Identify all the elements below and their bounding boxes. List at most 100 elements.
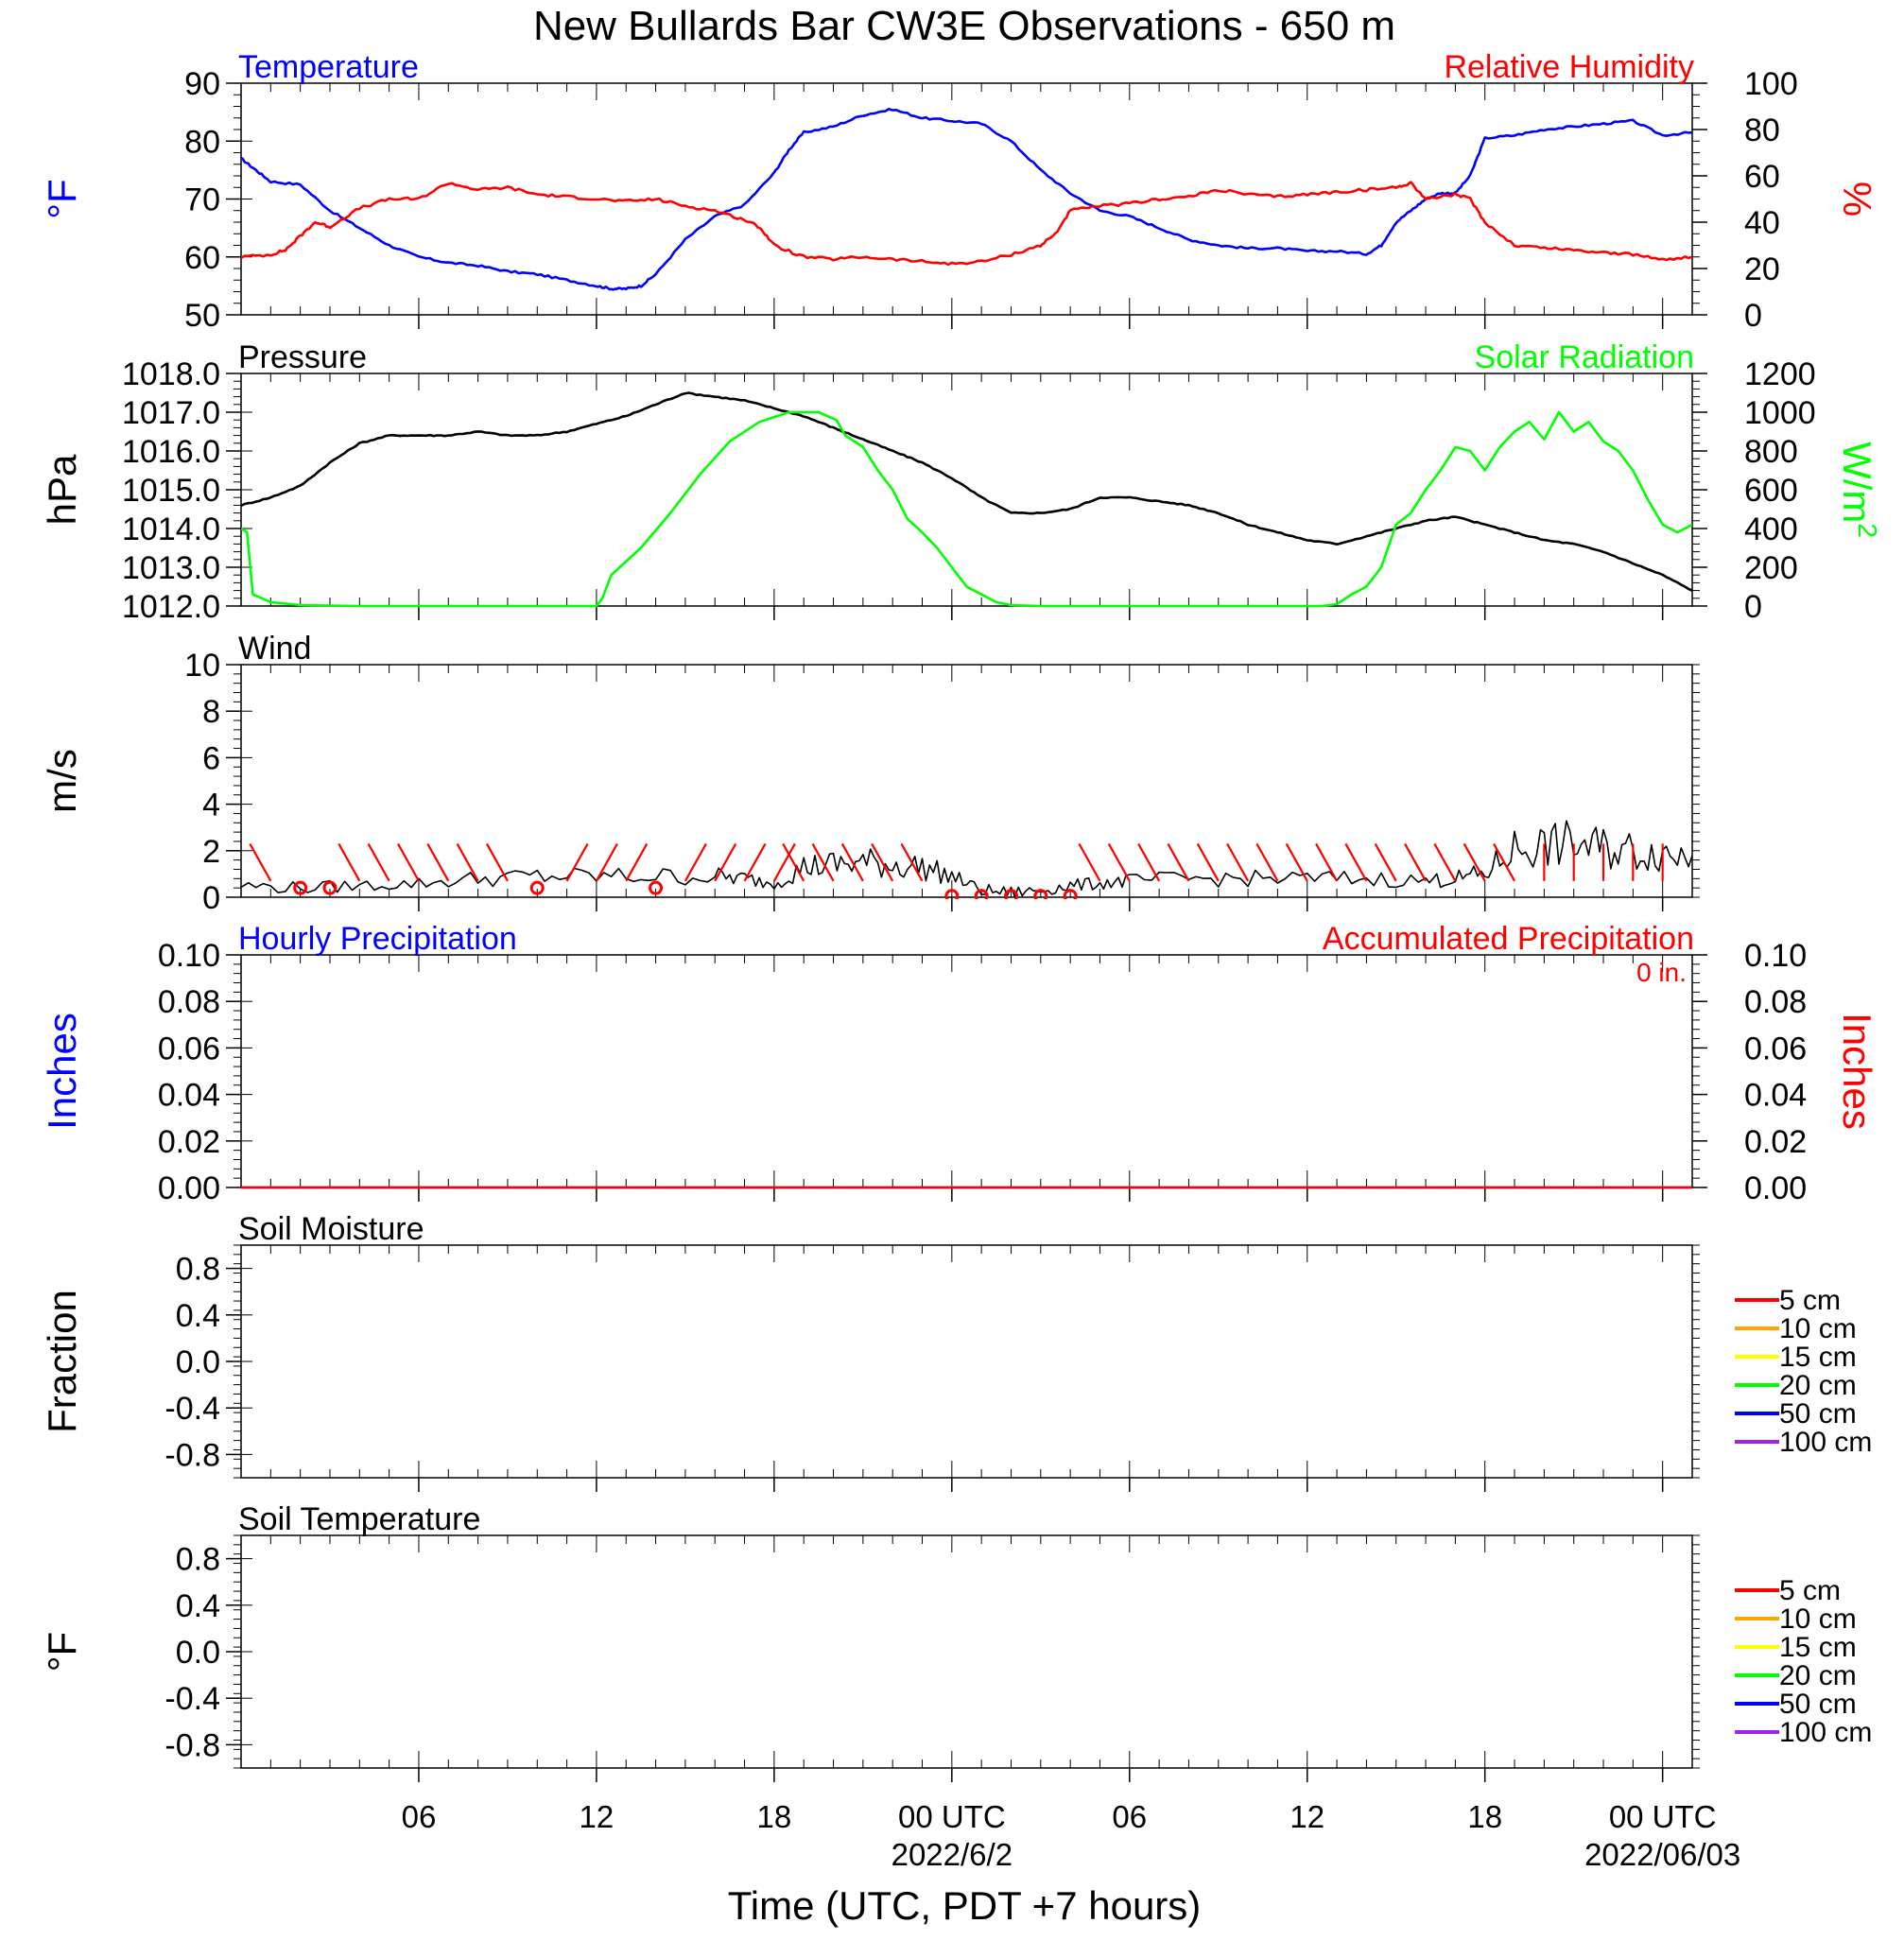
y-axis-label-left: °F xyxy=(40,179,84,218)
wind-barb xyxy=(1404,842,1428,882)
plot-frame xyxy=(240,1244,1693,1479)
wind-calm-marker xyxy=(974,889,989,899)
series-group xyxy=(241,820,1692,899)
series-line-wind xyxy=(241,820,1692,898)
x-tick-label: 18 xyxy=(757,1799,792,1834)
y-tick-label-right: 0 xyxy=(1744,589,1762,625)
y-axis-label-right-text: % xyxy=(1835,182,1879,217)
plot-frame xyxy=(240,1534,1693,1769)
y-tick-label-right: 1000 xyxy=(1744,395,1816,431)
y-tick-label: 1018.0 xyxy=(122,356,220,392)
panel-title-left: Wind xyxy=(238,631,311,667)
wind-barb xyxy=(1463,842,1486,882)
wind-barb xyxy=(396,842,420,882)
legend-label: 20 cm xyxy=(1779,1370,1857,1401)
y-axis-label-left: Inches xyxy=(40,1013,84,1130)
x-axis-label: Time (UTC, PDT +7 hours) xyxy=(728,1883,1202,1928)
y-tick-label-right: 0.04 xyxy=(1744,1078,1807,1114)
legend-label: 50 cm xyxy=(1779,1689,1857,1720)
y-tick-label: 0 xyxy=(202,880,220,916)
y-tick-label: 8 xyxy=(202,694,220,730)
y-tick-label: 50 xyxy=(184,298,220,334)
wind-barb xyxy=(871,842,894,882)
y-tick-label-right: 400 xyxy=(1744,511,1798,547)
x-tick-label: 18 xyxy=(1467,1799,1502,1834)
y-tick-label: 1014.0 xyxy=(122,511,220,547)
legend-label: 100 cm xyxy=(1779,1427,1872,1458)
wind-barb xyxy=(1493,842,1516,882)
legend-label: 100 cm xyxy=(1779,1717,1872,1748)
panel-title-left: Soil Moisture xyxy=(238,1211,424,1247)
wind-calm-marker xyxy=(529,880,545,895)
panel-title-left: Pressure xyxy=(238,339,367,375)
y-tick-label: 1012.0 xyxy=(122,589,220,625)
y-tick-label: 0.02 xyxy=(158,1124,220,1160)
y-axis-label-superscript: 2 xyxy=(1853,523,1882,538)
panel-wind: 0 2 4 6 8 10 Wind m/s xyxy=(40,631,1700,916)
y-tick-label-right: 800 xyxy=(1744,434,1798,470)
precip-annotation: 0 in. xyxy=(1636,958,1687,987)
y-tick-label: -0.4 xyxy=(164,1391,220,1427)
panel-precipitation: 0.00 0.02 0.04 0.06 0.08 0.10 0.00 0.02 0.04 0.06… xyxy=(40,921,1879,1206)
y-axis-label-left: Fraction xyxy=(40,1290,84,1433)
x-date-label: 2022/6/2 xyxy=(891,1837,1013,1872)
wind-barb xyxy=(595,842,618,882)
y-tick-label-right: 60 xyxy=(1744,159,1780,195)
legend-label: 15 cm xyxy=(1779,1342,1857,1373)
series-line-relative-humidity xyxy=(241,181,1692,267)
wind-barb xyxy=(426,842,450,882)
x-tick-label: 06 xyxy=(1112,1799,1147,1834)
series-line-temperature xyxy=(241,108,1692,291)
wind-barb xyxy=(1315,842,1339,882)
wind-barb xyxy=(1078,842,1101,882)
wind-barb xyxy=(714,842,737,882)
panel-title-right: Solar Radiation xyxy=(1475,339,1694,375)
wind-barb xyxy=(456,842,479,882)
wind-calm-marker xyxy=(293,880,308,895)
legend-label: 15 cm xyxy=(1779,1632,1857,1663)
y-tick-label: 1015.0 xyxy=(122,473,220,509)
wind-barb xyxy=(1226,842,1250,882)
y-tick-label-right: 0.02 xyxy=(1744,1124,1807,1160)
y-axis-label-right-text: Inches xyxy=(1835,1013,1879,1130)
panel-title-left: Hourly Precipitation xyxy=(238,921,517,957)
wind-barb xyxy=(684,842,707,882)
y-axis-label-right: % xyxy=(1835,182,1879,217)
y-tick-label: 1017.0 xyxy=(122,395,220,431)
y-tick-label: 0.00 xyxy=(158,1170,220,1206)
wind-barb xyxy=(782,842,805,882)
legend-label: 50 cm xyxy=(1779,1398,1857,1430)
wind-barb xyxy=(772,842,796,882)
y-tick-label: 0.06 xyxy=(158,1031,220,1066)
wind-barb xyxy=(1433,842,1457,882)
x-tick-label: 00 UTC xyxy=(1609,1799,1717,1834)
figure-title: New Bullards Bar CW3E Observations - 650… xyxy=(533,3,1395,49)
wind-barb xyxy=(485,842,509,882)
panel-title-left: Temperature xyxy=(238,49,419,85)
legend-label: 5 cm xyxy=(1779,1285,1841,1316)
y-tick-label: 0.0 xyxy=(176,1635,220,1671)
wind-calm-marker xyxy=(322,880,338,895)
wind-calm-marker xyxy=(1003,889,1018,899)
y-tick-label: 1013.0 xyxy=(122,550,220,586)
wind-calm-marker xyxy=(1063,889,1078,899)
y-tick-label: 60 xyxy=(184,240,220,276)
y-tick-label-right: 100 xyxy=(1744,66,1798,102)
plot-frame xyxy=(240,664,1693,898)
y-tick-label: -0.8 xyxy=(164,1437,220,1473)
x-date-label: 2022/06/03 xyxy=(1584,1837,1740,1872)
wind-barb xyxy=(1374,842,1397,882)
y-tick-label: 0.4 xyxy=(176,1298,220,1334)
y-tick-label-right: 0.06 xyxy=(1744,1031,1807,1066)
panel-title-left: Soil Temperature xyxy=(238,1501,480,1537)
plot-frame xyxy=(240,373,1693,607)
wind-barb xyxy=(811,842,835,882)
wind-barb xyxy=(367,842,390,882)
x-tick-label: 12 xyxy=(580,1799,614,1834)
y-tick-label: 2 xyxy=(202,834,220,870)
y-tick-label: 0.8 xyxy=(176,1542,220,1578)
wind-calm-marker xyxy=(649,880,664,895)
legend-label: 5 cm xyxy=(1779,1575,1841,1606)
